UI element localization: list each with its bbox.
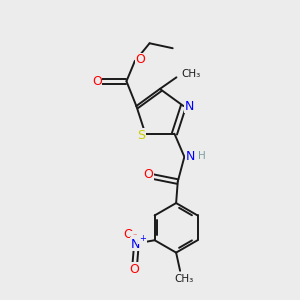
Text: O: O: [92, 75, 102, 88]
Text: O: O: [143, 169, 153, 182]
Text: H: H: [198, 151, 206, 161]
Text: O: O: [136, 53, 146, 66]
Text: ⁻: ⁻: [132, 231, 136, 240]
Text: O: O: [129, 263, 139, 276]
Text: N: N: [185, 100, 194, 112]
Text: S: S: [137, 129, 146, 142]
Text: +: +: [139, 234, 146, 243]
Text: CH₃: CH₃: [182, 69, 201, 79]
Text: O: O: [123, 228, 133, 241]
Text: N: N: [186, 150, 195, 163]
Text: CH₃: CH₃: [174, 274, 194, 284]
Text: N: N: [131, 238, 140, 251]
